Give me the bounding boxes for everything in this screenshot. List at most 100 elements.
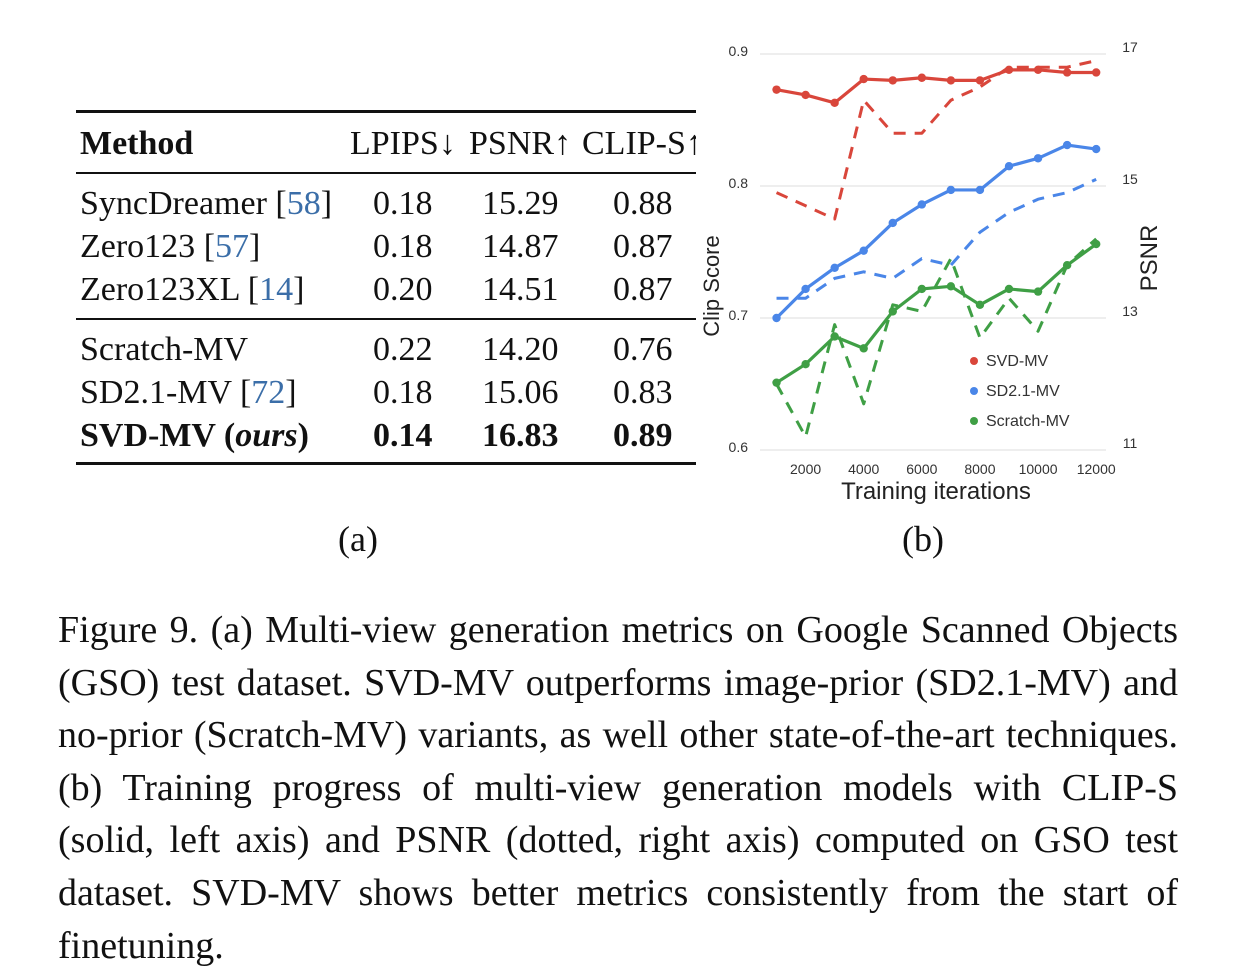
legend-marker: [970, 417, 978, 425]
legend-label: SD2.1-MV: [986, 383, 1060, 400]
clip-point: [917, 73, 927, 82]
legend-label: SVD-MV: [986, 353, 1049, 370]
clip-point: [859, 344, 868, 353]
left-tick-label: 0.6: [729, 439, 749, 455]
header-psnr: PSNR↑: [469, 125, 572, 162]
clip-point: [975, 185, 985, 195]
row-method: Zero123XL [14]: [80, 271, 305, 308]
row-clip: 0.83: [613, 374, 673, 411]
clip-point: [1062, 68, 1072, 77]
legend-label: Scratch-MV: [986, 413, 1070, 430]
left-tick-label: 0.7: [729, 307, 749, 323]
clip-line-sd21-mv: [775, 143, 1097, 320]
row-lpips: 0.18: [373, 374, 433, 411]
clip-point: [975, 76, 985, 85]
header-method: Method: [80, 125, 194, 162]
row-clip: 0.87: [613, 228, 673, 265]
clip-point: [859, 246, 868, 255]
citation-link[interactable]: 14: [259, 271, 294, 308]
subfigure-label-b: (b): [902, 519, 944, 559]
citation-link[interactable]: 72: [251, 374, 286, 411]
clip-point: [859, 74, 868, 84]
left-tick-label: 0.8: [729, 175, 749, 191]
training-progress-chart: 0.6 0.7 0.8 0.9 11 13 15 17 2000 4000 6000 8000 1000…: [699, 39, 1163, 505]
clip-point: [772, 85, 781, 94]
clip-point: [946, 76, 956, 85]
psnr-line-scratch-mv: [775, 237, 1098, 439]
clip-point: [917, 284, 927, 294]
clip-point: [801, 90, 810, 100]
psnr-line-svd-mv: [775, 59, 1097, 221]
chart-legend: SVD-MV SD2.1-MV Scratch-MV: [970, 353, 1070, 430]
row-clip: 0.89: [613, 417, 673, 454]
psnr-line-sd21-mv: [776, 178, 1097, 300]
clip-point: [975, 300, 985, 309]
group-rule: [76, 318, 696, 320]
row-psnr: 15.29: [482, 185, 559, 222]
clip-point: [917, 200, 927, 209]
header-lpips: LPIPS↓: [350, 125, 456, 162]
clip-point: [888, 218, 897, 228]
x-tick-label: 2000: [790, 461, 821, 477]
clip-point: [1004, 284, 1014, 294]
x-tick-label: 10000: [1019, 461, 1058, 477]
subfigure-label-a: (a): [338, 519, 378, 559]
citation-link[interactable]: 58: [286, 185, 321, 222]
right-tick-label: 17: [1122, 39, 1138, 55]
clip-point: [1033, 287, 1043, 296]
clip-point: [830, 98, 839, 108]
clip-line-svd-mv: [776, 68, 1097, 105]
row-method-ours: SVD-MV (ours): [80, 417, 309, 454]
clip-point: [1091, 144, 1101, 154]
left-axis-label: Clip Score: [699, 235, 724, 336]
clip-point: [830, 332, 839, 341]
row-psnr: 15.06: [482, 374, 559, 411]
row-method: SD2.1-MV [72]: [80, 374, 297, 411]
clip-point: [1004, 65, 1014, 75]
right-tick-label: 13: [1122, 303, 1138, 319]
row-psnr: 14.51: [482, 271, 559, 308]
clip-point: [1033, 65, 1043, 75]
row-method: Scratch-MV: [80, 331, 249, 368]
row-lpips: 0.18: [373, 185, 433, 222]
row-clip: 0.76: [613, 331, 673, 368]
row-psnr: 16.83: [482, 417, 559, 454]
right-tick-label: 11: [1123, 435, 1138, 451]
table-top-rule: [76, 110, 696, 113]
row-method: Zero123 [57]: [80, 228, 261, 265]
clip-point: [1091, 68, 1101, 77]
legend-marker: [970, 387, 978, 395]
citation-link[interactable]: 57: [215, 228, 250, 265]
clip-point: [801, 360, 810, 369]
x-tick-label: 8000: [964, 461, 995, 477]
figure-caption: Figure 9. (a) Multi-view generation metr…: [58, 609, 1178, 967]
row-lpips: 0.22: [373, 331, 433, 368]
clip-point: [830, 263, 839, 273]
right-tick-label: 15: [1122, 171, 1138, 187]
x-axis-label: Training iterations: [841, 478, 1031, 505]
row-lpips: 0.20: [373, 271, 433, 308]
header-rule: [76, 172, 696, 174]
legend-marker: [970, 357, 978, 365]
clip-point: [772, 313, 781, 323]
table-bottom-rule: [76, 462, 696, 465]
x-tick-label: 4000: [848, 461, 879, 477]
clip-point: [1033, 154, 1043, 163]
clip-point: [888, 76, 897, 85]
clip-point: [1062, 140, 1072, 150]
right-axis-label: PSNR: [1136, 225, 1163, 292]
clip-point: [772, 378, 781, 387]
row-lpips: 0.18: [373, 228, 433, 265]
row-lpips: 0.14: [373, 417, 433, 454]
row-psnr: 14.20: [482, 331, 559, 368]
clip-point: [1091, 239, 1101, 249]
left-tick-label: 0.9: [729, 43, 749, 59]
header-clip: CLIP-S↑: [582, 125, 696, 162]
clip-point: [946, 185, 956, 195]
row-clip: 0.88: [613, 185, 673, 222]
clip-point: [888, 307, 897, 316]
clip-point: [801, 284, 810, 294]
row-clip: 0.87: [613, 271, 673, 308]
clip-point: [1062, 261, 1072, 270]
x-tick-label: 6000: [906, 461, 937, 477]
